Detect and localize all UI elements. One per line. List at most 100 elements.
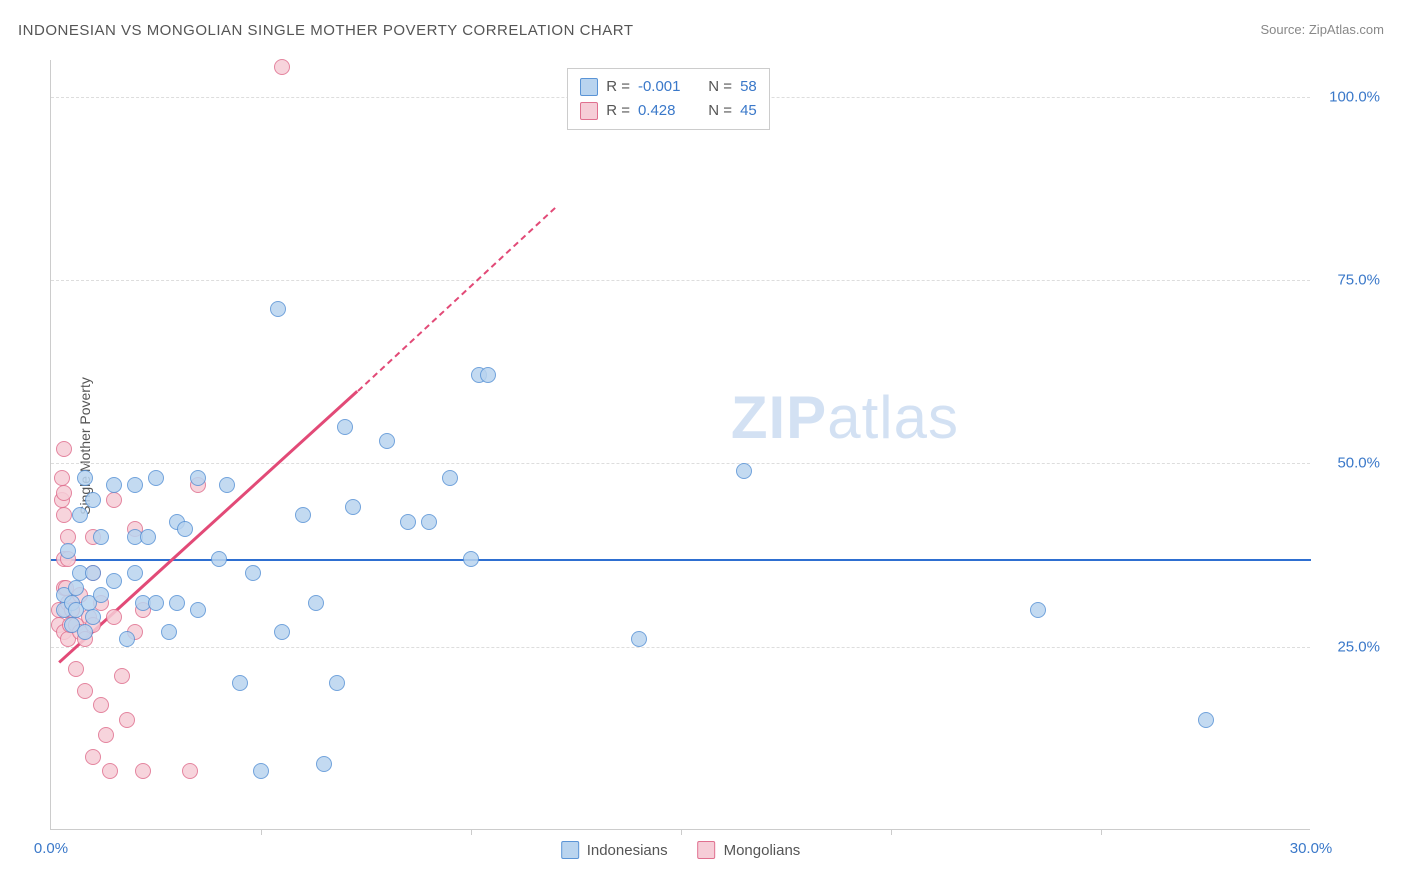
x-tick-mark	[261, 829, 262, 835]
data-point	[463, 551, 479, 567]
stats-row: R = -0.001 N = 58	[580, 75, 757, 99]
legend-swatch	[561, 841, 579, 859]
data-point	[127, 477, 143, 493]
gridline-h	[51, 280, 1310, 281]
source-prefix: Source:	[1260, 22, 1308, 37]
data-point	[480, 367, 496, 383]
data-point	[68, 580, 84, 596]
stat-n-value: 58	[740, 75, 757, 99]
legend-label: Mongolians	[724, 842, 801, 859]
stat-n-label: N =	[700, 99, 732, 123]
data-point	[232, 675, 248, 691]
data-point	[161, 624, 177, 640]
data-point	[56, 485, 72, 501]
gridline-h	[51, 647, 1310, 648]
x-tick-mark	[891, 829, 892, 835]
data-point	[736, 463, 752, 479]
gridline-h	[51, 463, 1310, 464]
data-point	[93, 587, 109, 603]
data-point	[337, 419, 353, 435]
data-point	[56, 441, 72, 457]
stats-row: R = 0.428 N = 45	[580, 99, 757, 123]
data-point	[245, 565, 261, 581]
data-point	[77, 624, 93, 640]
data-point	[295, 507, 311, 523]
trend-line	[357, 207, 556, 392]
source-name: ZipAtlas.com	[1309, 22, 1384, 37]
data-point	[93, 697, 109, 713]
data-point	[274, 59, 290, 75]
data-point	[219, 477, 235, 493]
y-tick-label: 50.0%	[1337, 455, 1380, 472]
stat-n-value: 45	[740, 99, 757, 123]
data-point	[1198, 712, 1214, 728]
legend-label: Indonesians	[587, 842, 668, 859]
data-point	[211, 551, 227, 567]
data-point	[442, 470, 458, 486]
trend-line	[59, 390, 359, 663]
data-point	[190, 602, 206, 618]
data-point	[253, 763, 269, 779]
stat-r-value: 0.428	[638, 99, 692, 123]
data-point	[85, 565, 101, 581]
data-point	[106, 492, 122, 508]
stats-box: R = -0.001 N = 58R = 0.428 N = 45	[567, 68, 770, 130]
data-point	[102, 763, 118, 779]
data-point	[148, 595, 164, 611]
watermark-rest: atlas	[827, 384, 959, 451]
data-point	[106, 573, 122, 589]
data-point	[77, 683, 93, 699]
x-tick-mark	[1101, 829, 1102, 835]
data-point	[56, 507, 72, 523]
data-point	[421, 514, 437, 530]
data-point	[106, 477, 122, 493]
data-point	[85, 609, 101, 625]
data-point	[274, 624, 290, 640]
data-point	[182, 763, 198, 779]
data-point	[72, 507, 88, 523]
data-point	[135, 763, 151, 779]
data-point	[77, 470, 93, 486]
data-point	[54, 470, 70, 486]
data-point	[119, 712, 135, 728]
data-point	[148, 470, 164, 486]
data-point	[114, 668, 130, 684]
data-point	[1030, 602, 1046, 618]
plot-area: ZIPatlas 25.0%50.0%75.0%100.0%0.0%30.0%R…	[50, 60, 1310, 830]
data-point	[308, 595, 324, 611]
data-point	[60, 543, 76, 559]
watermark: ZIPatlas	[731, 383, 959, 452]
x-tick-label: 0.0%	[34, 840, 68, 857]
y-tick-label: 100.0%	[1329, 88, 1380, 105]
x-tick-label: 30.0%	[1290, 840, 1333, 857]
data-point	[400, 514, 416, 530]
data-point	[177, 521, 193, 537]
data-point	[345, 499, 361, 515]
legend-item: Indonesians	[561, 841, 668, 859]
stat-r-label: R =	[606, 99, 630, 123]
stat-r-label: R =	[606, 75, 630, 99]
data-point	[60, 529, 76, 545]
stat-r-value: -0.001	[638, 75, 692, 99]
y-tick-label: 25.0%	[1337, 638, 1380, 655]
source-credit: Source: ZipAtlas.com	[1260, 22, 1384, 37]
x-tick-mark	[681, 829, 682, 835]
data-point	[85, 492, 101, 508]
trend-line	[51, 559, 1311, 562]
data-point	[190, 470, 206, 486]
x-tick-mark	[471, 829, 472, 835]
y-tick-label: 75.0%	[1337, 272, 1380, 289]
data-point	[85, 749, 101, 765]
legend-item: Mongolians	[698, 841, 801, 859]
stat-n-label: N =	[700, 75, 732, 99]
data-point	[329, 675, 345, 691]
data-point	[93, 529, 109, 545]
series-swatch	[580, 102, 598, 120]
data-point	[631, 631, 647, 647]
data-point	[98, 727, 114, 743]
data-point	[379, 433, 395, 449]
legend-swatch	[698, 841, 716, 859]
series-swatch	[580, 78, 598, 96]
data-point	[127, 565, 143, 581]
watermark-bold: ZIP	[731, 384, 827, 451]
